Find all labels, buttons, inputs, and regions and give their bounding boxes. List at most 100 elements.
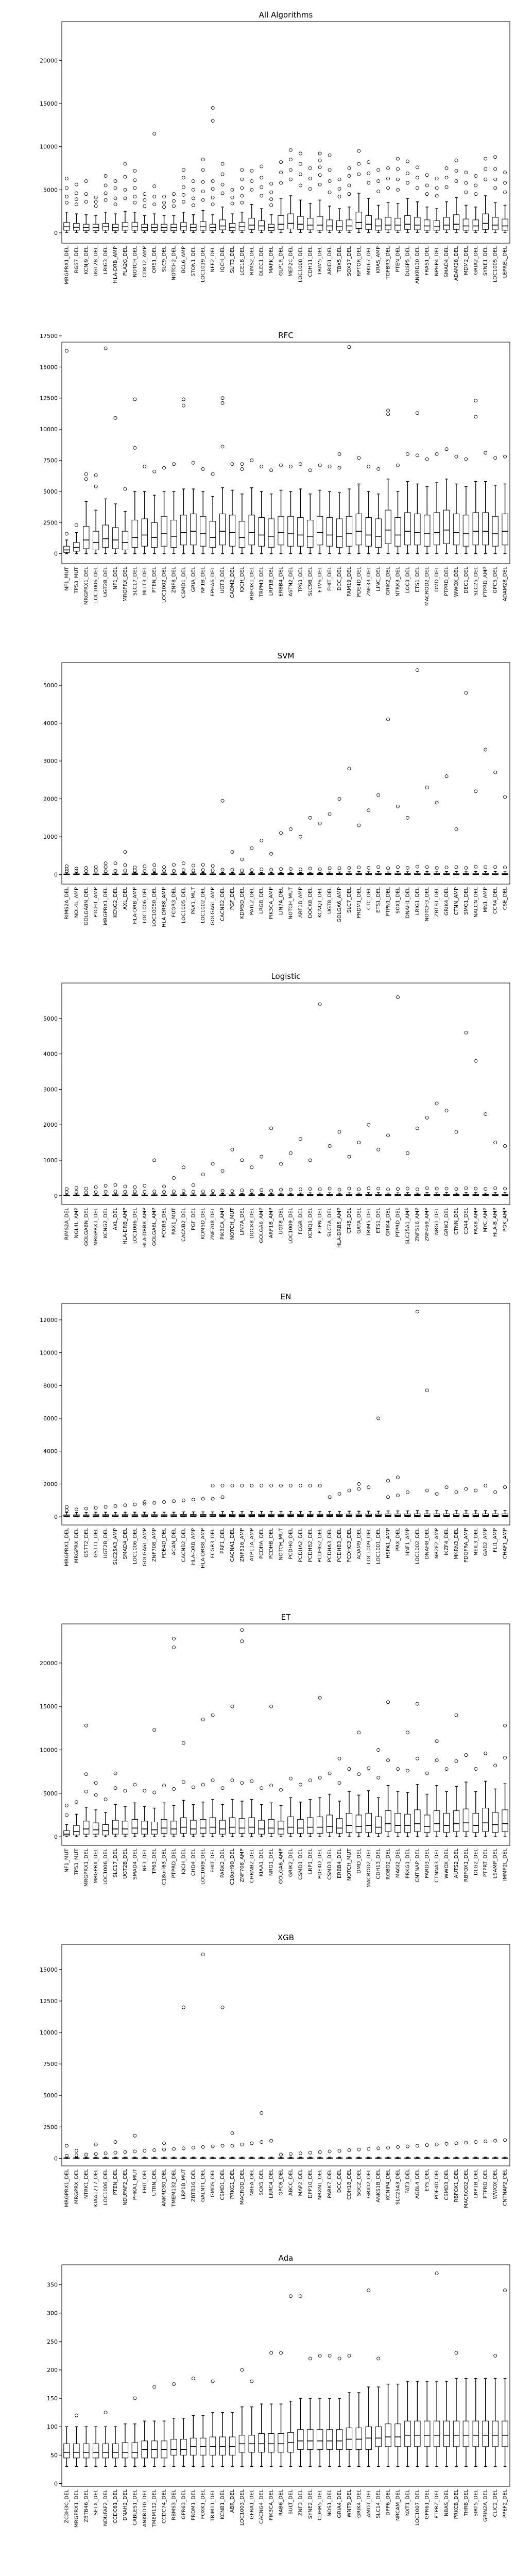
x-tick-label: NOL4L_AMP xyxy=(74,887,79,918)
outlier-point xyxy=(367,160,371,164)
box-body xyxy=(472,2420,479,2447)
box-29 xyxy=(346,2353,353,2467)
outlier-point xyxy=(104,2411,108,2415)
box-body xyxy=(317,216,323,231)
box-12 xyxy=(180,1165,187,1196)
x-tick-label: PGF_DEL xyxy=(230,887,235,910)
outlier-point xyxy=(211,106,215,110)
outlier-point xyxy=(94,2152,98,2156)
outlier-point xyxy=(201,198,205,202)
box-body xyxy=(307,519,314,548)
outlier-point xyxy=(337,1756,341,1760)
outlier-point xyxy=(211,864,215,868)
outlier-point xyxy=(435,2143,439,2146)
y-tick-label: 7500 xyxy=(43,2061,58,2067)
box-33 xyxy=(385,717,391,875)
outlier-point xyxy=(503,1187,507,1191)
box-27 xyxy=(326,2149,333,2159)
outlier-point xyxy=(298,183,302,188)
box-43 xyxy=(482,1484,489,1517)
box-18 xyxy=(238,1628,246,1837)
x-tick-label: C10orf90_DEL xyxy=(230,1849,235,1885)
outlier-point xyxy=(181,403,185,408)
outlier-point xyxy=(240,186,244,190)
x-tick-label: PTPRD_DEL xyxy=(171,1849,177,1878)
x-tick-label: IKZF4_DEL xyxy=(444,1528,450,1555)
outlier-point xyxy=(143,465,147,469)
y-tick-label: 2000 xyxy=(43,796,58,803)
outlier-point xyxy=(181,168,185,172)
outlier-point xyxy=(376,2357,381,2361)
box-24 xyxy=(297,151,304,233)
y-tick-label: 5000 xyxy=(43,2092,58,2099)
box-body xyxy=(365,517,372,547)
outlier-point xyxy=(260,194,264,198)
outlier-point xyxy=(279,171,283,175)
outlier-point xyxy=(347,1767,351,1771)
box-body xyxy=(424,1815,431,1833)
box-4 xyxy=(102,1505,109,1517)
outlier-point xyxy=(386,186,390,190)
x-tick-label: SGCZ_DEL xyxy=(356,2169,362,2196)
x-tick-label: SLC25_DEL xyxy=(473,567,479,596)
outlier-point xyxy=(250,1484,254,1488)
outlier-point xyxy=(503,181,507,185)
x-tick-label: FOXK1_DEL xyxy=(200,2489,206,2519)
y-tick-label: 5000 xyxy=(43,682,58,689)
x-tick-label: ZBTB16_DEL xyxy=(191,2169,196,2202)
box-36 xyxy=(414,1310,421,1517)
box-body xyxy=(73,2443,80,2459)
x-tick-label: MRGPRX1_DEL xyxy=(74,2489,79,2528)
outlier-point xyxy=(318,1776,322,1780)
outlier-point xyxy=(484,1112,488,1116)
box-body xyxy=(209,2436,216,2455)
outlier-point xyxy=(172,204,176,208)
x-tick-label: CSE_DEL xyxy=(503,887,508,910)
box-42 xyxy=(472,1767,479,1837)
box-38 xyxy=(433,177,440,233)
x-tick-label: NOS1_DEL xyxy=(327,2489,333,2517)
outlier-point xyxy=(318,158,322,162)
outlier-point xyxy=(493,1141,497,1145)
x-tick-label: ABCC_DEL xyxy=(288,2169,294,2196)
box-14 xyxy=(200,467,207,554)
box-6 xyxy=(122,2424,129,2467)
outlier-point xyxy=(279,181,283,185)
box-22 xyxy=(278,1484,284,1517)
box-22 xyxy=(278,160,284,233)
box-1 xyxy=(73,2149,80,2159)
box-body xyxy=(93,531,99,550)
x-tick-label: ADAM28_DEL xyxy=(454,246,459,281)
x-tick-label: PAX1_MUT xyxy=(171,1207,177,1234)
x-tick-label: MEF2C_DEL xyxy=(288,246,294,277)
x-tick-label: EYS_DEL xyxy=(424,2169,430,2192)
outlier-point xyxy=(484,1484,488,1488)
box-13 xyxy=(190,179,197,233)
x-tick-label: UGT2B_DEL xyxy=(93,246,99,277)
x-tick-label: HLA-DRB8_AMP xyxy=(200,1528,206,1568)
x-tick-label: SLIT3_DEL xyxy=(230,246,235,273)
outlier-point xyxy=(464,1186,468,1190)
outlier-point xyxy=(503,795,507,799)
box-34 xyxy=(394,2383,401,2467)
outlier-point xyxy=(181,1498,185,1502)
x-tick-label: KCNG2_DEL xyxy=(113,887,118,918)
x-tick-label: TP63_DEL xyxy=(298,567,303,593)
outlier-point xyxy=(123,196,127,200)
outlier-point xyxy=(74,1507,78,1512)
plot-frame xyxy=(61,1623,510,1846)
outlier-point xyxy=(347,174,351,178)
box-body xyxy=(131,2442,139,2459)
outlier-point xyxy=(65,1803,68,1807)
outlier-point xyxy=(201,1497,205,1501)
x-tick-label: PTEN_DEL xyxy=(152,567,158,593)
outlier-point xyxy=(201,1173,205,1176)
x-tick-label: ETS1_DEL xyxy=(376,887,382,913)
outlier-point xyxy=(84,1772,88,1776)
box-27 xyxy=(326,153,333,233)
box-15 xyxy=(209,1162,216,1196)
box-10 xyxy=(161,1500,167,1517)
outlier-point xyxy=(211,195,215,199)
outlier-point xyxy=(201,168,205,172)
